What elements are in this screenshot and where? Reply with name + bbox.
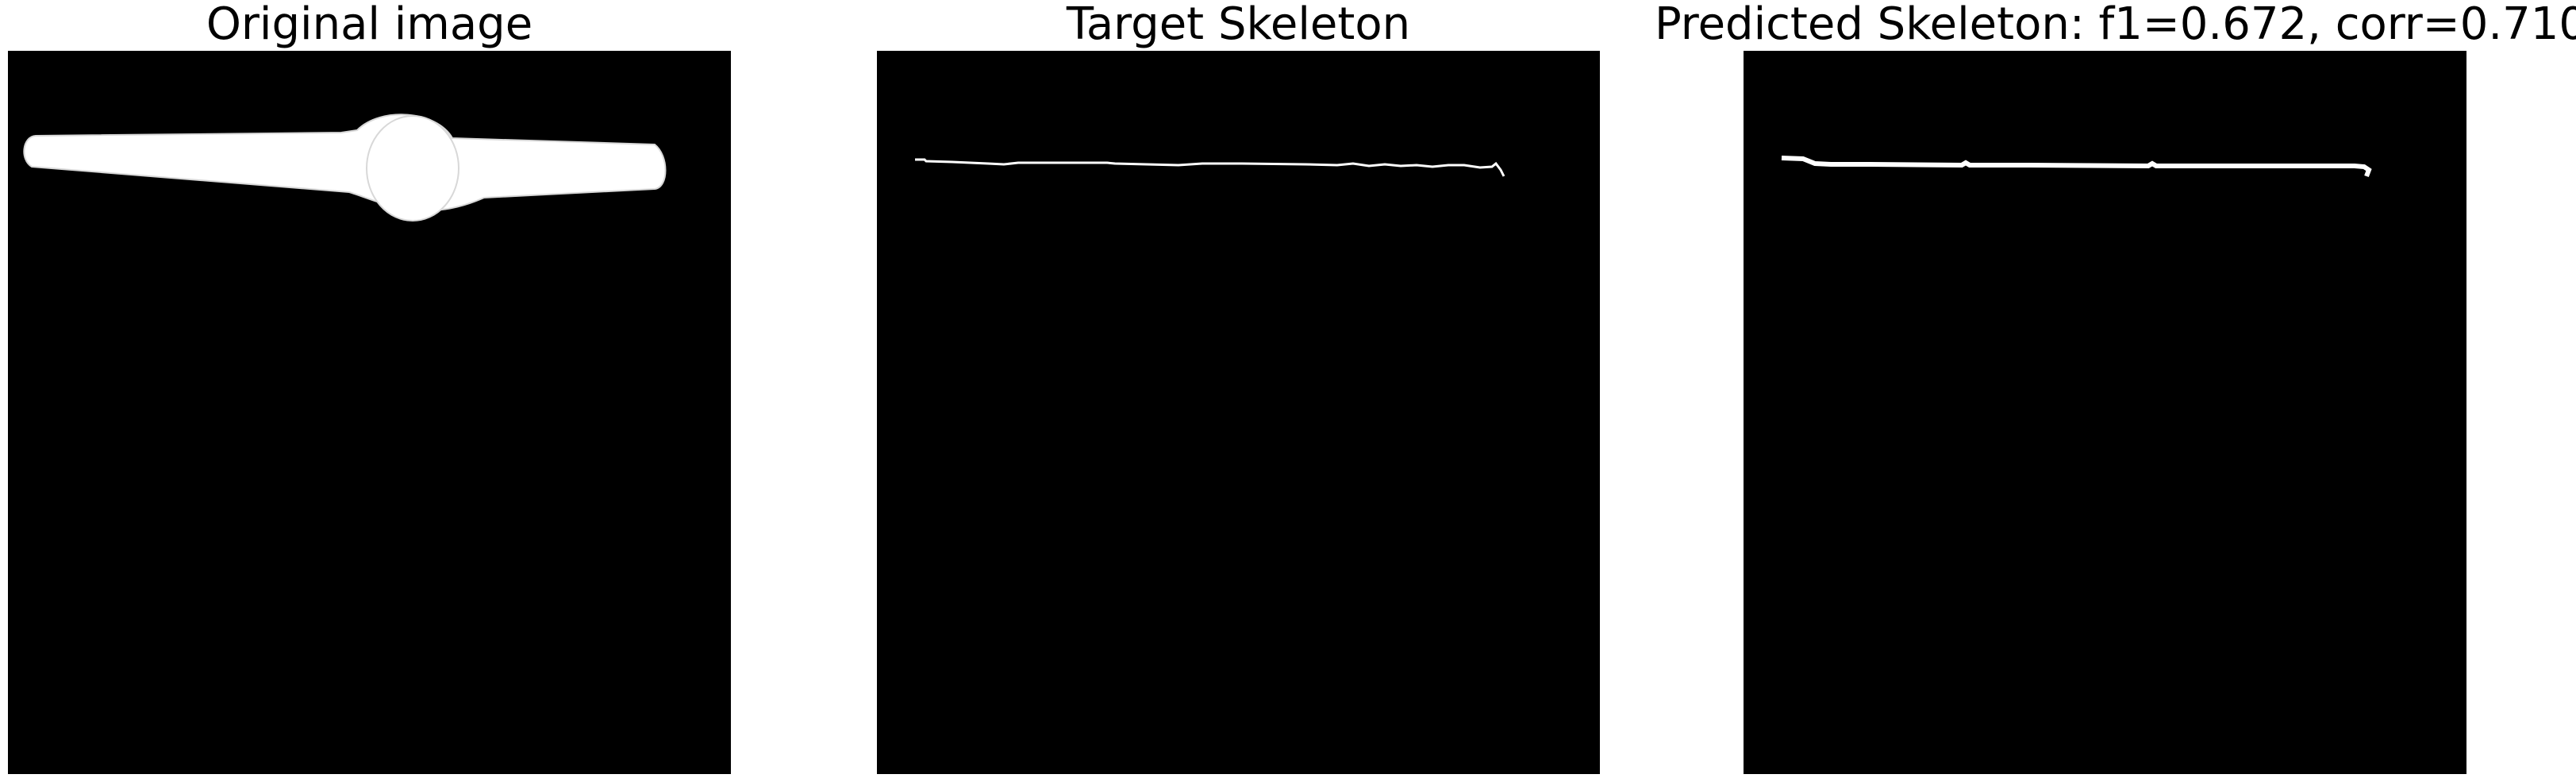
target-skeleton-canvas bbox=[915, 158, 1505, 177]
original-image-title: Original image bbox=[206, 0, 533, 50]
predicted-skeleton-canvas bbox=[1781, 156, 2372, 178]
original-image-canvas bbox=[23, 114, 667, 222]
target-skeleton-line bbox=[915, 158, 1505, 177]
original-image-panel bbox=[8, 51, 731, 774]
bar-shape bbox=[23, 114, 667, 212]
central-bulge bbox=[366, 115, 459, 222]
target-skeleton-title: Target Skeleton bbox=[1066, 0, 1411, 50]
predicted-skeleton-title: Predicted Skeleton: f1=0.672, corr=0.710 bbox=[1655, 0, 2576, 50]
predicted-skeleton-line bbox=[1781, 156, 2372, 178]
predicted-skeleton-panel bbox=[1744, 51, 2466, 774]
target-skeleton-panel bbox=[877, 51, 1600, 774]
